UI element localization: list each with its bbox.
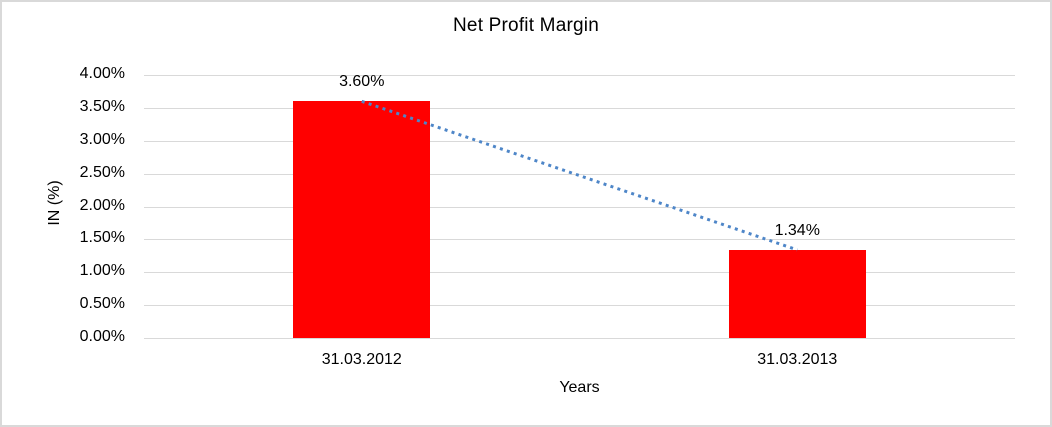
gridlines [144, 75, 1015, 339]
gridline [144, 107, 1015, 109]
gridline [144, 239, 1015, 241]
y-tick-label: 4.00% [79, 65, 125, 82]
data-label: 1.34% [774, 221, 820, 239]
bar-31.03.2012 [293, 101, 431, 338]
bar-31.03.2013 [728, 249, 866, 338]
y-tick-label: 2.50% [79, 163, 125, 181]
y-tick-label: 1.50% [79, 229, 125, 247]
y-tick-label: 0.50% [79, 295, 125, 313]
x-category-label: 31.03.2013 [757, 351, 838, 368]
gridline [144, 173, 1015, 175]
y-axis-tick-labels: 4.00% 3.50% 3.00% 2.50% 2.00% 1.50% 1.00% 0.50%… [2, 2, 133, 425]
gridline [144, 305, 1015, 307]
gridline [144, 75, 1015, 76]
y-tick-label: 0.00% [79, 328, 125, 345]
y-tick-label: 3.00% [79, 130, 125, 148]
x-axis-title: Years [559, 379, 600, 396]
y-tick-label: 2.00% [79, 196, 125, 214]
y-tick-label: 3.50% [79, 97, 125, 115]
gridline [144, 338, 1015, 339]
gridline [144, 140, 1015, 142]
chart-title: Net Profit Margin [453, 15, 599, 36]
data-label: 3.60% [339, 73, 385, 91]
gridline [144, 206, 1015, 208]
x-category-label: 31.03.2012 [321, 351, 402, 368]
y-tick-label: 1.00% [79, 262, 125, 280]
gridline [144, 272, 1015, 274]
